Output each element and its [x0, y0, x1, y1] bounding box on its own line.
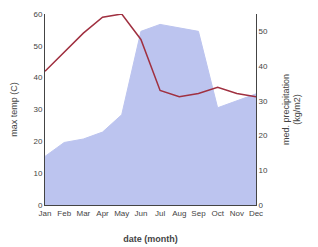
- svg-text:40: 40: [33, 73, 42, 82]
- svg-text:max temp (C): max temp (C): [9, 82, 19, 137]
- svg-text:0: 0: [38, 201, 43, 210]
- svg-text:date (month): date (month): [123, 234, 178, 244]
- svg-text:May: May: [114, 209, 129, 218]
- svg-text:Nov: Nov: [230, 209, 244, 218]
- svg-text:10: 10: [33, 169, 42, 178]
- svg-text:20: 20: [259, 131, 268, 140]
- svg-text:Dec: Dec: [249, 209, 263, 218]
- svg-text:Feb: Feb: [57, 209, 71, 218]
- svg-text:Oct: Oct: [211, 209, 224, 218]
- svg-text:Aug: Aug: [172, 209, 186, 218]
- svg-text:60: 60: [33, 10, 42, 19]
- svg-text:Jan: Jan: [39, 209, 52, 218]
- svg-text:Apr: Apr: [96, 209, 109, 218]
- svg-text:30: 30: [259, 97, 268, 106]
- svg-text:Sep: Sep: [191, 209, 206, 218]
- svg-text:Jul: Jul: [155, 209, 165, 218]
- svg-text:40: 40: [259, 62, 268, 71]
- svg-text:0: 0: [259, 201, 264, 210]
- svg-text:50: 50: [259, 27, 268, 36]
- svg-text:50: 50: [33, 42, 42, 51]
- svg-text:30: 30: [33, 105, 42, 114]
- svg-text:Jun: Jun: [134, 209, 147, 218]
- svg-text:med. precipitation(kg/m2): med. precipitation(kg/m2): [281, 74, 303, 145]
- svg-text:Mar: Mar: [76, 209, 90, 218]
- svg-text:10: 10: [259, 166, 268, 175]
- svg-text:20: 20: [33, 137, 42, 146]
